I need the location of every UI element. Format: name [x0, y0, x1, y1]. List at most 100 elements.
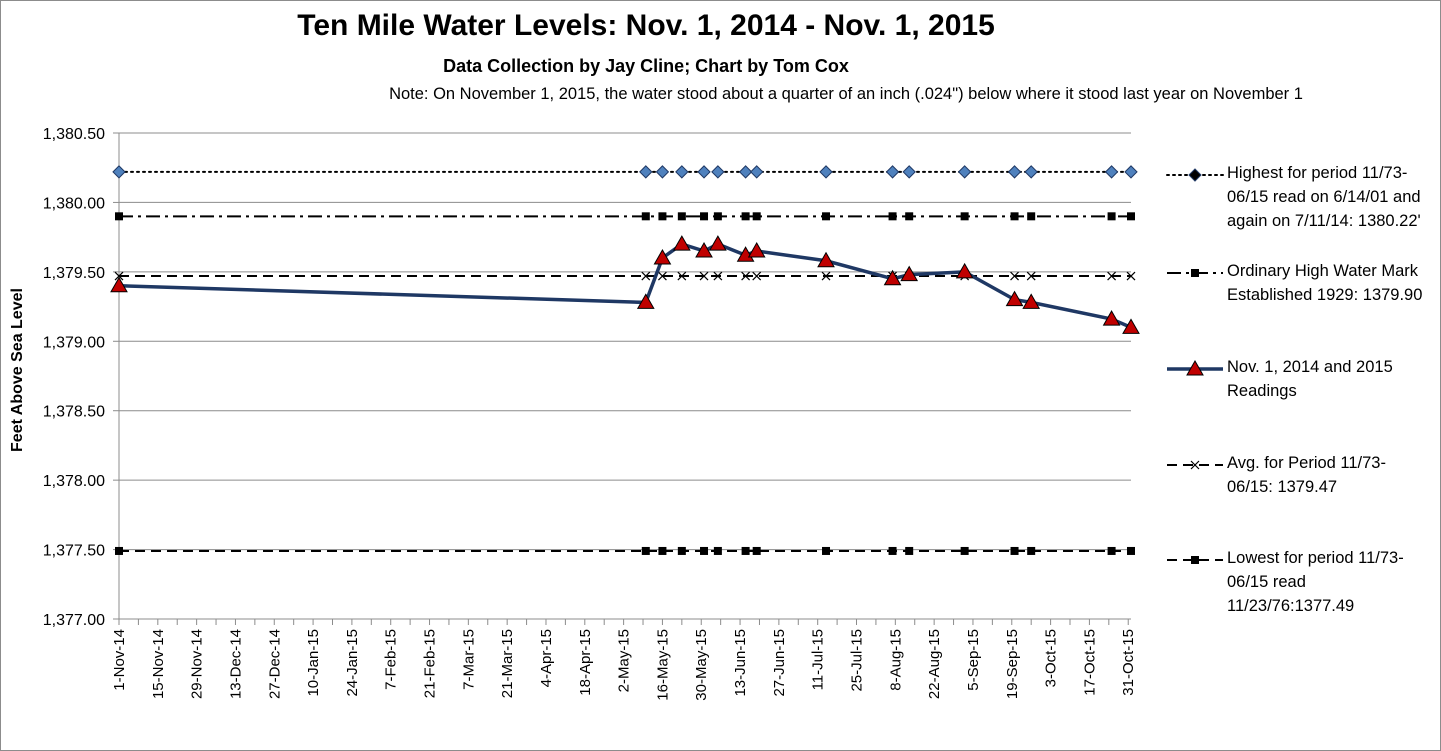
axes: [113, 132, 1131, 625]
gridlines: [119, 132, 1131, 620]
x-tick-label: 3-Oct-15: [1043, 629, 1060, 687]
x-tick-label: 7-Mar-15: [460, 629, 477, 690]
point-lowest: [641, 546, 650, 555]
point-lowest: [713, 546, 722, 555]
x-tick-label: 7-Feb-15: [383, 629, 400, 690]
y-tick-label: 1,378.00: [43, 473, 105, 490]
x-tick-label: 17-Oct-15: [1081, 629, 1098, 696]
point-average: [699, 271, 709, 281]
legend-label-highest: Highest for period 11/73-06/15 read on 6…: [1227, 164, 1421, 230]
x-tick-label: 16-May-15: [654, 629, 671, 701]
point-readings: [955, 262, 974, 279]
point-ordinary-high-water: [713, 212, 722, 221]
point-highest: [1007, 165, 1022, 179]
point-readings: [1005, 290, 1024, 307]
point-readings: [636, 293, 655, 309]
point-lowest: [677, 546, 686, 555]
point-lowest: [905, 546, 914, 555]
point-average: [677, 271, 687, 281]
point-lowest: [888, 546, 897, 555]
point-ordinary-high-water: [677, 212, 686, 221]
point-average: [641, 271, 651, 281]
x-tick-label: 22-Aug-15: [926, 629, 943, 699]
x-tick-label: 1-Nov-14: [111, 629, 128, 691]
point-lowest: [1107, 546, 1116, 555]
point-readings: [747, 242, 766, 258]
chart-subtitle: Data Collection by Jay Cline; Chart by T…: [443, 56, 849, 76]
point-ordinary-high-water: [905, 212, 914, 221]
x-tick-label: 4-Apr-15: [538, 629, 555, 687]
y-tick-label: 1,380.00: [43, 195, 105, 212]
point-average: [741, 271, 751, 281]
point-average: [1107, 271, 1117, 281]
series-average: [114, 271, 1136, 281]
point-highest: [749, 165, 764, 179]
point-average: [114, 271, 124, 281]
point-highest: [885, 165, 900, 179]
x-tick-label: 8-Aug-15: [887, 629, 904, 691]
legend-marker: [1186, 359, 1204, 376]
point-readings: [1102, 310, 1121, 326]
y-tick-label: 1,379.00: [43, 334, 105, 351]
x-tick-label: 30-May-15: [693, 629, 710, 701]
point-lowest: [1027, 546, 1036, 555]
point-readings: [110, 276, 128, 293]
x-tick-label: 18-Apr-15: [577, 629, 594, 696]
y-tick-label: 1,378.50: [43, 404, 105, 421]
point-highest: [1124, 165, 1138, 179]
chart-note: Note: On November 1, 2015, the water sto…: [389, 85, 1303, 103]
point-lowest: [1010, 546, 1019, 555]
y-tick-labels: 1,377.00 1,377.50 1,378.00 1,378.50 1,379.00…: [43, 126, 105, 629]
point-readings: [900, 265, 919, 282]
series-readings: [110, 235, 1140, 334]
x-tick-label: 13-Dec-14: [227, 629, 244, 699]
x-tick-label: 27-Jun-15: [771, 629, 788, 697]
legend-swatch-highest: [1166, 168, 1224, 182]
point-readings: [1122, 318, 1140, 334]
point-readings: [672, 235, 691, 251]
chart-title: Ten Mile Water Levels: Nov. 1, 2014 - No…: [297, 9, 995, 42]
x-tick-label: 21-Mar-15: [499, 629, 516, 698]
x-tick-label: 13-Jun-15: [732, 629, 749, 697]
legend-swatch-lowest: [1167, 556, 1223, 564]
legend-marker: [1191, 556, 1199, 564]
point-readings: [883, 269, 902, 286]
point-highest: [957, 165, 972, 179]
x-tick-label: 21-Feb-15: [422, 629, 439, 698]
point-readings: [1022, 293, 1041, 309]
point-ordinary-high-water: [741, 212, 750, 221]
point-ordinary-high-water: [700, 212, 709, 221]
legend-label-readings: Nov. 1, 2014 and 2015 Readings: [1227, 358, 1393, 400]
point-lowest: [822, 546, 831, 555]
point-highest: [738, 165, 753, 179]
x-tick-label: 19-Sep-15: [1004, 629, 1021, 699]
point-ordinary-high-water: [641, 212, 650, 221]
point-lowest: [752, 546, 761, 555]
y-tick-label: 1,377.00: [43, 612, 105, 629]
legend-label-ordinary-high-water: Ordinary High Water Mark Established 192…: [1227, 262, 1423, 304]
x-tick-labels: 1-Nov-14 15-Nov-14 29-Nov-14 13-Dec-14 27-De…: [111, 629, 1137, 701]
legend-label-average: Avg. for Period 11/73-06/15: 1379.47: [1227, 454, 1386, 496]
point-average: [1026, 271, 1036, 281]
series-line-readings: [118, 242, 1132, 330]
point-ordinary-high-water: [888, 212, 897, 221]
point-ordinary-high-water: [752, 212, 761, 221]
point-highest: [697, 165, 711, 179]
point-lowest: [741, 546, 750, 555]
point-average: [821, 271, 831, 281]
legend-swatch-average: [1167, 460, 1223, 470]
point-highest: [675, 165, 689, 179]
x-tick-label: 5-Sep-15: [965, 629, 982, 691]
legend-marker: [1188, 168, 1202, 182]
y-tick-label: 1,377.50: [43, 543, 105, 560]
point-ordinary-high-water: [1010, 212, 1019, 221]
x-tick-label: 15-Nov-14: [150, 629, 167, 699]
x-tick-label: 2-May-15: [616, 629, 633, 692]
point-lowest: [700, 546, 709, 555]
legend-label-lowest: Lowest for period 11/73-06/15 read 11/23…: [1227, 549, 1404, 615]
point-readings: [736, 246, 755, 262]
series-lowest: [115, 546, 1135, 555]
point-average: [752, 271, 762, 281]
